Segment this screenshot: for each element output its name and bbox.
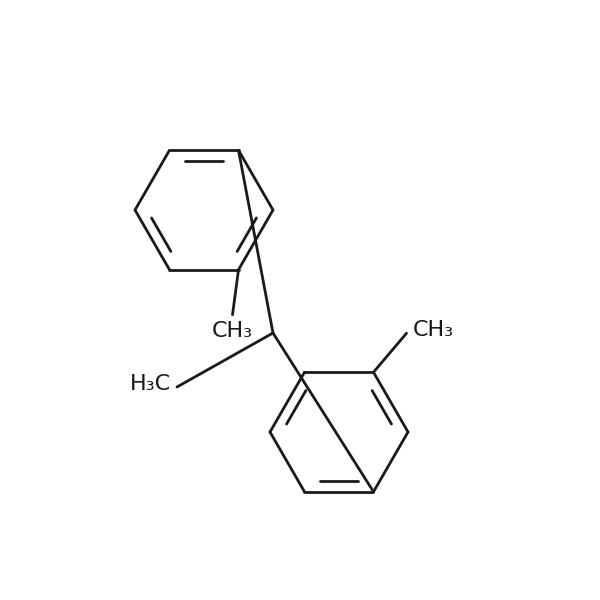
Text: H₃C: H₃C <box>130 374 171 394</box>
Text: CH₃: CH₃ <box>413 320 454 340</box>
Text: CH₃: CH₃ <box>212 321 253 341</box>
